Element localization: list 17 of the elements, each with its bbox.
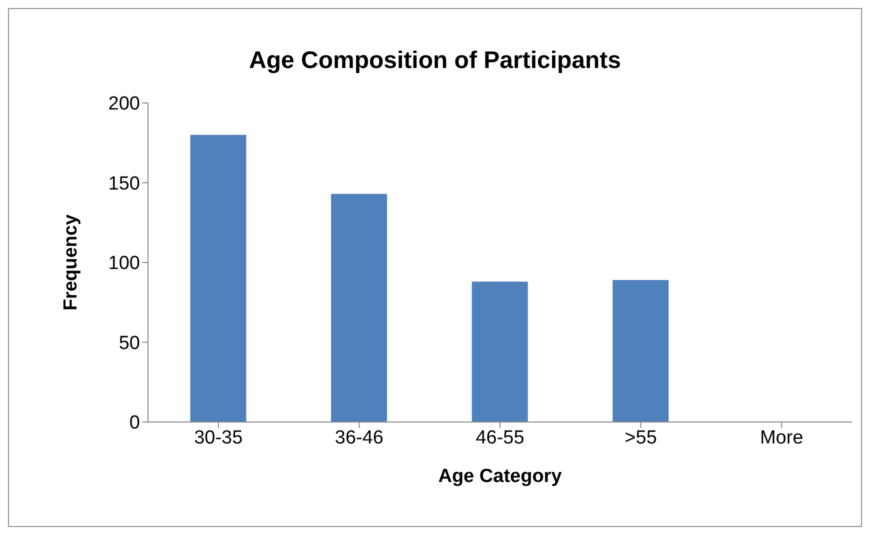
- bar: [472, 282, 528, 422]
- bar: [190, 134, 246, 422]
- x-tick-label: 30-35: [194, 427, 243, 448]
- chart-title: Age Composition of Participants: [248, 47, 622, 75]
- bar: [612, 280, 669, 422]
- x-tick-label: More: [760, 427, 804, 448]
- x-tick-label: 36-46: [334, 427, 384, 448]
- x-axis-title: Age Category: [438, 466, 562, 487]
- y-tick-label: 200: [108, 94, 140, 115]
- bar: [331, 194, 388, 422]
- y-axis-title: Frequency: [60, 214, 82, 311]
- y-tick-label: 150: [108, 173, 140, 194]
- x-tick-label: 46-55: [476, 427, 524, 448]
- y-tick-label: 100: [108, 253, 140, 274]
- y-tick-label: 50: [118, 332, 140, 354]
- x-tick-label: >55: [624, 427, 657, 448]
- y-tick-label: 0: [129, 412, 140, 434]
